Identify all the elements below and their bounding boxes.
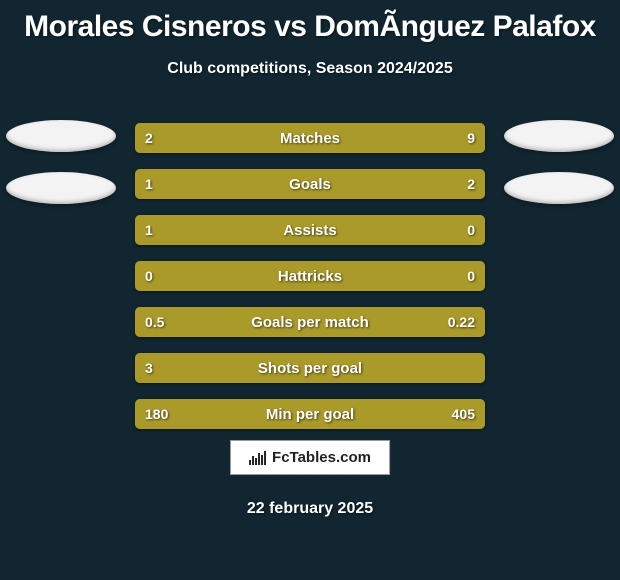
avatar-col-left: [6, 120, 116, 204]
page-subtitle: Club competitions, Season 2024/2025: [0, 60, 620, 78]
bar-fill-left: [135, 123, 198, 153]
footer-date: 22 february 2025: [0, 500, 620, 518]
stat-bar: Goals per match0.50.22: [135, 307, 485, 337]
stat-bar: Assists10: [135, 215, 485, 245]
bar-fill-right: [198, 123, 485, 153]
bar-fill-right: [244, 399, 486, 429]
stat-bar: Hattricks00: [135, 261, 485, 291]
avatar: [504, 120, 614, 152]
bar-fill-left: [135, 307, 380, 337]
chart-icon: [249, 451, 266, 465]
source-label: FcTables.com: [272, 449, 371, 466]
comparison-infographic: Morales Cisneros vs DomÃ­nguez Palafox C…: [0, 0, 620, 580]
avatar-col-right: [504, 120, 614, 204]
page-title: Morales Cisneros vs DomÃ­nguez Palafox: [0, 0, 620, 44]
bar-fill-left: [135, 169, 251, 199]
avatar: [6, 120, 116, 152]
bar-fill-left: [135, 261, 153, 291]
stat-bar: Matches29: [135, 123, 485, 153]
bar-fill-left: [135, 215, 415, 245]
bar-fill-right: [468, 215, 486, 245]
bar-fill-left: [135, 353, 485, 383]
bar-label: Hattricks: [135, 261, 485, 291]
avatar: [6, 172, 116, 204]
stat-bars: Matches29 Goals12 Assists10 Hattricks00 Goal…: [135, 123, 485, 429]
avatar: [504, 172, 614, 204]
bar-fill-right: [468, 261, 486, 291]
bar-fill-right: [380, 307, 485, 337]
source-badge: FcTables.com: [230, 440, 390, 475]
stat-bar: Goals12: [135, 169, 485, 199]
bar-fill-right: [251, 169, 486, 199]
bar-fill-left: [135, 399, 244, 429]
stat-bar: Min per goal180405: [135, 399, 485, 429]
stat-bar: Shots per goal3: [135, 353, 485, 383]
